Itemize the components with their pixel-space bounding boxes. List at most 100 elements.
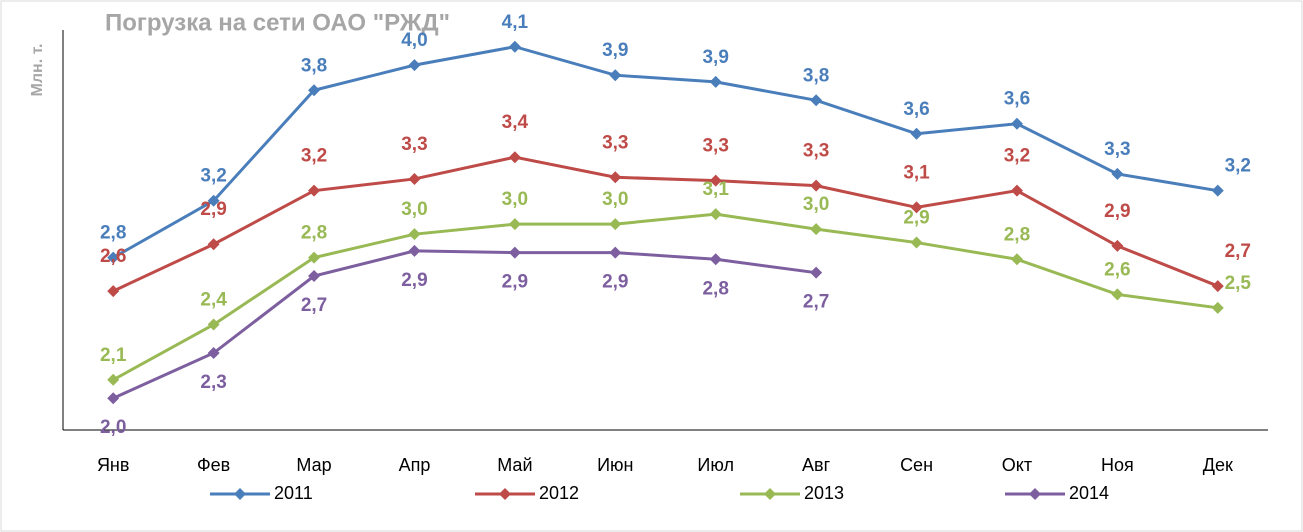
data-label: 2,8	[100, 223, 126, 244]
data-label: 3,8	[301, 55, 327, 76]
legend-marker	[1029, 488, 1041, 500]
marker	[810, 94, 823, 107]
marker	[609, 69, 622, 82]
data-label: 3,4	[502, 112, 529, 133]
marker	[1211, 184, 1224, 197]
marker	[1211, 280, 1224, 293]
marker	[609, 246, 622, 259]
data-label: 3,2	[200, 166, 226, 187]
marker	[709, 174, 722, 187]
marker	[107, 392, 120, 405]
data-label: 2,0	[100, 417, 126, 438]
x-tick-label: Фев	[197, 455, 230, 475]
data-label: 3,8	[803, 65, 829, 86]
data-label: 2,1	[100, 345, 127, 366]
marker	[207, 238, 220, 251]
data-label: 2,8	[702, 278, 728, 299]
marker	[1010, 184, 1023, 197]
data-label: 2,9	[502, 272, 528, 293]
marker	[910, 236, 923, 249]
marker	[308, 251, 321, 264]
x-tick-label: Янв	[97, 455, 130, 475]
marker	[508, 246, 521, 259]
data-label: 2,7	[301, 295, 327, 316]
chart-title: Погрузка на сети ОАО "РЖД"	[105, 9, 450, 36]
marker	[910, 201, 923, 214]
marker	[709, 208, 722, 221]
marker	[709, 253, 722, 266]
marker	[408, 228, 421, 241]
marker	[107, 285, 120, 298]
data-label: 3,0	[502, 189, 528, 210]
data-label: 3,0	[803, 194, 829, 215]
data-label: 2,5	[1225, 273, 1252, 294]
x-tick-label: Дек	[1203, 455, 1233, 475]
x-tick-label: Июн	[597, 455, 633, 475]
data-label: 2,9	[200, 199, 226, 220]
data-label: 2,9	[903, 208, 929, 229]
legend-marker	[234, 488, 246, 500]
data-label: 4,1	[502, 12, 529, 33]
data-label: 3,3	[803, 141, 829, 162]
data-label: 2,3	[200, 372, 226, 393]
data-label: 3,0	[401, 199, 427, 220]
marker	[609, 218, 622, 231]
marker	[408, 59, 421, 72]
data-label: 3,3	[401, 134, 427, 155]
marker	[308, 184, 321, 197]
marker	[508, 151, 521, 164]
legend-label: 2012	[539, 483, 579, 503]
marker	[207, 347, 220, 360]
x-tick-label: Апр	[399, 455, 431, 475]
legend-marker	[764, 488, 776, 500]
marker	[308, 84, 321, 97]
x-tick-label: Сен	[900, 455, 933, 475]
data-label: 3,1	[903, 162, 930, 183]
marker	[1010, 117, 1023, 130]
legend-label: 2011	[274, 483, 313, 503]
y-axis-label: Млн. т.	[29, 44, 46, 97]
data-label: 2,7	[803, 292, 829, 313]
marker	[1010, 253, 1023, 266]
data-label: 3,3	[1104, 139, 1130, 160]
x-tick-label: Окт	[1002, 455, 1032, 475]
x-tick-label: Ноя	[1101, 455, 1134, 475]
data-label: 4,0	[401, 30, 427, 51]
series-line	[112, 212, 1218, 382]
marker	[709, 75, 722, 88]
legend-marker	[499, 488, 511, 500]
data-label: 3,2	[1004, 146, 1030, 167]
data-label: 2,8	[301, 223, 327, 244]
marker	[609, 171, 622, 184]
data-label: 2,4	[200, 290, 227, 311]
data-label: 3,3	[702, 136, 728, 157]
data-label: 3,2	[1225, 156, 1251, 177]
marker	[810, 179, 823, 192]
data-label: 2,9	[1104, 201, 1130, 222]
marker	[1111, 288, 1124, 301]
data-label: 3,9	[602, 40, 628, 61]
marker	[1111, 239, 1124, 252]
data-label: 2,8	[1004, 224, 1030, 245]
x-tick-label: Июл	[697, 455, 734, 475]
x-tick-label: Авг	[802, 455, 831, 475]
marker	[508, 218, 521, 231]
series-line	[112, 249, 817, 400]
data-label: 3,6	[903, 99, 929, 120]
marker	[207, 318, 220, 331]
data-label: 3,1	[702, 179, 729, 200]
x-tick-label: Май	[497, 455, 532, 475]
data-label: 2,6	[100, 246, 126, 267]
marker	[1211, 301, 1224, 314]
series-line	[112, 155, 1219, 293]
data-label: 3,3	[602, 132, 628, 153]
legend-label: 2013	[804, 483, 844, 503]
marker	[408, 172, 421, 185]
legend-label: 2014	[1069, 483, 1109, 503]
marker	[810, 266, 823, 279]
marker	[308, 270, 321, 283]
marker	[810, 223, 823, 236]
